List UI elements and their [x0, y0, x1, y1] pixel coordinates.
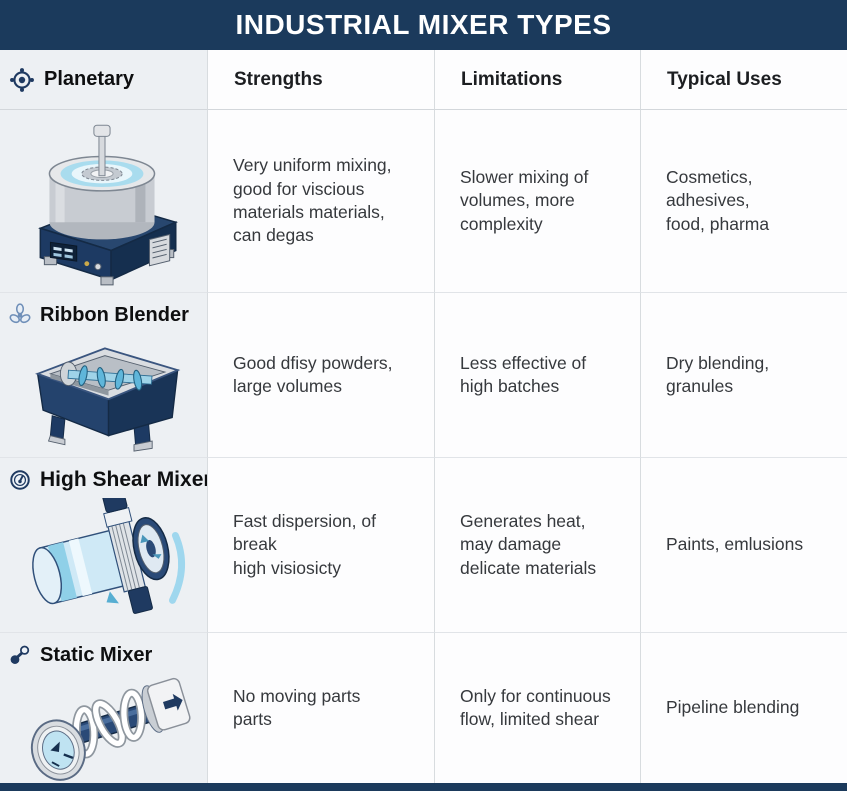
- cell-static-uses: Pipeline blending: [640, 632, 847, 783]
- ribbon-blender-label-cell: Ribbon Blender: [0, 292, 207, 457]
- row-label: Ribbon Blender: [40, 303, 189, 326]
- cell-static-strengths: No moving parts parts: [207, 632, 434, 783]
- planetary-mixer-illustration: [0, 110, 207, 292]
- cell-highshear-strengths: Fast dispersion, of break high visiosict…: [207, 457, 434, 632]
- high-shear-mixer-label-cell: High Shear Mixer: [0, 457, 212, 632]
- cell-ribbon-limitations: Less effective of high batches: [434, 292, 640, 457]
- cell-planetary-uses: Cosmetics, adhesives, food, pharma: [640, 110, 847, 292]
- cell-highshear-limitations: Generates heat, may damage delicate mate…: [434, 457, 640, 632]
- cell-planetary-strengths: Very uniform mixing, good for viscious m…: [207, 110, 434, 292]
- column-header-typical-uses: Typical Uses: [640, 50, 847, 110]
- ribbon-blender-illustration: [0, 327, 207, 457]
- row-label: Static Mixer: [40, 643, 153, 666]
- static-mixer-illustration: [0, 667, 207, 783]
- propeller-icon: [8, 303, 32, 327]
- page-title: INDUSTRIAL MIXER TYPES: [0, 0, 847, 50]
- column-header-strengths: Strengths: [207, 50, 434, 110]
- row-header-planetary: Planetary: [0, 50, 207, 110]
- cell-planetary-limitations: Slower mixing of volumes, more complexit…: [434, 110, 640, 292]
- column-header-limitations: Limitations: [434, 50, 640, 110]
- footer-bar: [0, 783, 847, 791]
- static-mixer-label-cell: Static Mixer: [0, 632, 207, 783]
- cell-static-limitations: Only for continuous flow, limited shear: [434, 632, 640, 783]
- gauge-icon: [8, 468, 32, 492]
- cell-ribbon-strengths: Good dfisy powders, large volumes: [207, 292, 434, 457]
- row-label: High Shear Mixer: [40, 468, 212, 491]
- molecule-icon: [8, 643, 32, 667]
- high-shear-mixer-illustration: [0, 492, 207, 632]
- row-label: Planetary: [44, 68, 135, 90]
- orbit-icon: [9, 67, 35, 93]
- cell-ribbon-uses: Dry blending, granules: [640, 292, 847, 457]
- cell-highshear-uses: Paints, emlusions: [640, 457, 847, 632]
